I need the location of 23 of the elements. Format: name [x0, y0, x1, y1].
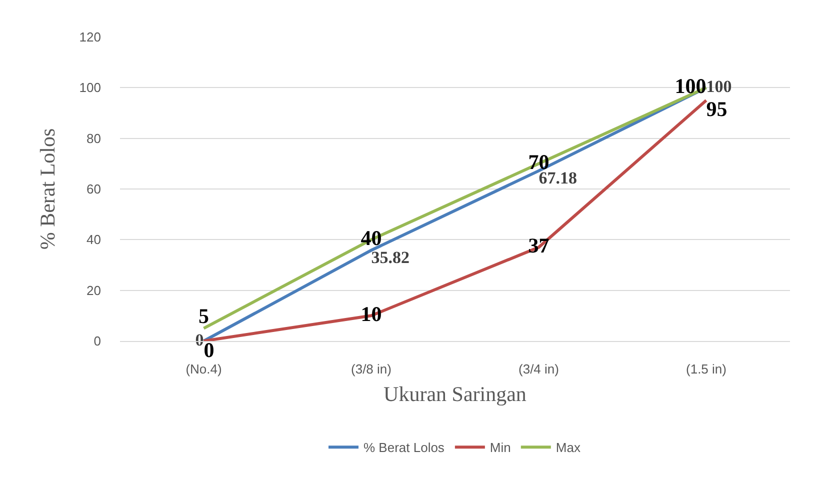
x-tick-label: (No.4) [186, 362, 222, 377]
x-tick-label: (3/4 in) [518, 362, 559, 377]
legend-label: Max [556, 440, 581, 456]
legend-label: % Berat Lolos [364, 440, 445, 456]
data-label: 67.18 [538, 168, 577, 188]
y-axis-title: % Berat Lolos [35, 128, 60, 250]
y-tick-label: 60 [86, 182, 101, 197]
y-tick-label: 0 [94, 334, 101, 349]
x-axis-title: Ukuran Saringan [384, 382, 527, 406]
x-tick-label: (1.5 in) [686, 362, 726, 377]
y-tick-label: 20 [86, 282, 101, 298]
y-tick-label: 40 [86, 232, 101, 248]
y-tick-label: 120 [79, 30, 101, 45]
data-label: 5 [198, 304, 209, 328]
data-label: 0 [204, 338, 214, 362]
data-label: 100 [674, 74, 706, 98]
y-tick-label: 80 [86, 130, 101, 146]
legend-label: Min [490, 440, 511, 456]
data-label: 100 [706, 76, 732, 96]
x-tick-label: (3/8 in) [351, 362, 392, 377]
data-label: 35.82 [371, 248, 410, 268]
data-label: 95 [706, 97, 728, 122]
y-tick-label: 100 [79, 80, 101, 96]
